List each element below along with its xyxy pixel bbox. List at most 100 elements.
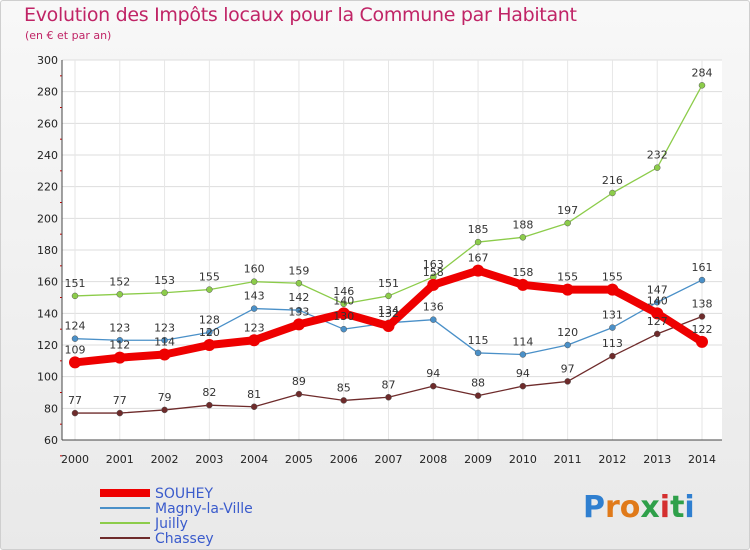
data-point-magny-la-ville [564,341,571,349]
data-label-souhey: 120 [199,326,220,339]
x-tick-label: 2004 [240,453,268,466]
chart-subtitle: (en € et par an) [25,29,112,42]
data-label-chassey: 138 [692,298,713,311]
data-label-souhey: 140 [647,294,668,307]
data-label-juilly: 159 [288,264,309,277]
y-tick-label: 240 [37,149,58,162]
y-tick-label: 80 [44,402,58,415]
data-point-souhey [516,278,529,291]
data-label-juilly: 188 [512,218,533,231]
chart-grid [62,59,722,441]
data-point-magny-la-ville [698,276,706,284]
legend-label-souhey: SOUHEY [155,486,214,502]
data-point-juilly [519,234,527,241]
data-label-magny-la-ville: 123 [109,321,130,334]
data-point-souhey [337,307,350,320]
x-tick-label: 2014 [688,453,716,466]
data-label-juilly: 146 [333,285,354,298]
x-tick-label: 2012 [598,453,626,466]
data-label-souhey: 132 [378,307,399,320]
data-label-juilly: 284 [692,66,713,79]
data-label-juilly: 160 [244,263,265,276]
data-point-souhey [69,356,81,369]
data-label-chassey: 127 [647,315,668,328]
data-label-souhey: 123 [244,321,265,334]
data-label-juilly: 153 [154,274,175,287]
data-point-souhey [696,335,708,348]
x-tick-label: 2013 [643,453,671,466]
data-label-juilly: 152 [109,275,130,288]
legend-label-chassey: Chassey [155,531,214,547]
data-label-chassey: 94 [426,367,440,380]
x-tick-label: 2011 [554,453,582,466]
logo-text: Proxiti [583,490,695,525]
y-tick-label: 220 [37,181,58,194]
data-point-chassey [430,382,437,390]
data-label-souhey: 109 [65,343,86,356]
data-label-chassey: 113 [602,337,623,350]
x-tick-label: 2008 [419,453,447,466]
data-point-magny-la-ville [295,306,303,314]
data-label-magny-la-ville: 130 [333,310,354,323]
data-point-souhey [472,264,485,277]
data-label-magny-la-ville: 120 [557,326,578,339]
x-tick-label: 2000 [61,453,89,466]
data-point-chassey [161,406,168,414]
data-label-chassey: 87 [382,378,396,391]
data-point-juilly [474,238,482,246]
x-tick-label: 2002 [151,453,179,466]
y-tick-label: 100 [37,371,58,384]
data-label-magny-la-ville: 115 [468,334,489,347]
x-tick-label: 2009 [464,453,492,466]
data-label-chassey: 85 [337,381,351,394]
data-point-souhey [561,283,574,296]
x-tick-label: 2005 [285,453,313,466]
data-point-juilly [609,189,616,197]
y-tick-label: 180 [37,244,58,257]
data-label-magny-la-ville: 123 [154,321,175,334]
data-point-chassey [295,390,303,398]
data-point-juilly [250,278,258,285]
data-label-juilly: 197 [557,204,578,217]
data-point-chassey [564,378,571,385]
x-tick-label: 2003 [195,453,223,466]
y-tick-label: 200 [37,212,58,225]
proxiti-logo: Proxiti [583,490,695,525]
data-point-chassey [116,409,124,417]
legend-label-magny-la-ville: Magny-la-Ville [155,501,253,517]
data-point-chassey [474,392,482,399]
data-label-juilly: 232 [647,149,668,162]
data-point-magny-la-ville [116,337,124,344]
data-point-souhey [158,348,171,361]
data-point-souhey [248,334,261,347]
data-label-juilly: 151 [378,277,399,290]
data-label-magny-la-ville: 134 [378,304,399,317]
data-label-magny-la-ville: 143 [244,290,265,303]
data-point-magny-la-ville [340,325,347,333]
data-point-juilly [295,280,303,287]
data-label-souhey: 158 [423,266,444,279]
data-label-juilly: 163 [423,258,444,271]
data-point-juilly [116,291,124,298]
data-label-souhey: 114 [154,336,175,349]
data-label-souhey: 158 [512,266,533,279]
data-point-magny-la-ville [250,305,258,312]
data-label-juilly: 151 [65,277,86,290]
data-label-chassey: 97 [561,362,575,375]
data-point-chassey [385,394,392,401]
data-point-souhey [203,339,216,351]
data-point-magny-la-ville [653,299,661,306]
data-label-juilly: 155 [199,271,220,284]
data-point-souhey [606,283,619,296]
x-tick-label: 2007 [375,453,403,466]
data-label-magny-la-ville: 124 [65,320,86,333]
data-point-chassey [519,382,527,390]
y-tick-label: 260 [37,117,58,130]
data-point-juilly [71,292,79,300]
data-label-souhey: 155 [602,271,623,284]
data-point-juilly [340,300,347,308]
data-point-chassey [71,409,79,417]
data-point-souhey [113,351,126,364]
